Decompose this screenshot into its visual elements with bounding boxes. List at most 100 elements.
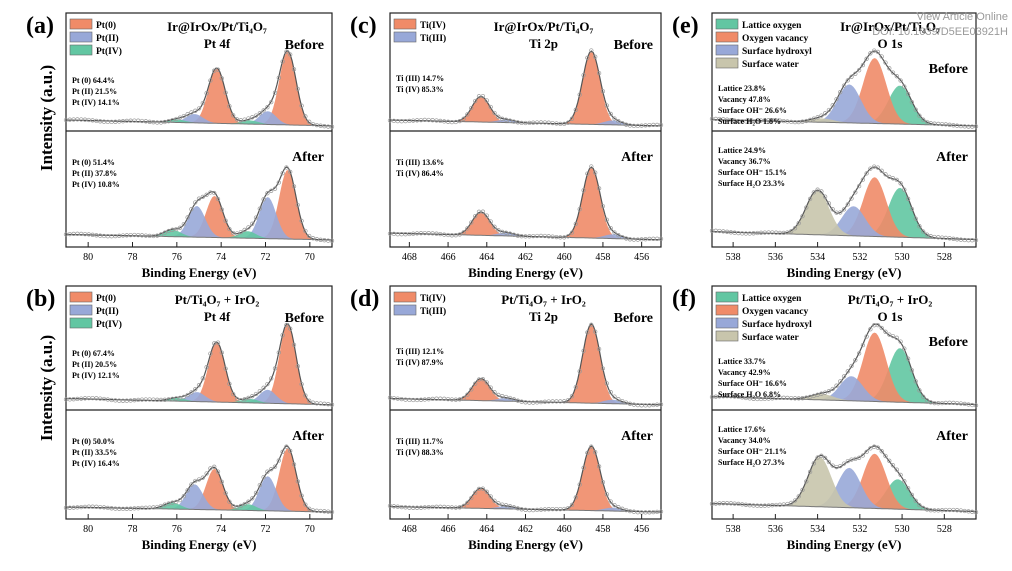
raw-point	[238, 397, 243, 403]
raw-point	[596, 464, 602, 469]
raw-point	[860, 453, 866, 458]
raw-point	[215, 67, 221, 72]
raw-point	[257, 206, 262, 211]
raw-point	[841, 83, 847, 88]
raw-point	[569, 230, 575, 235]
raw-point	[280, 333, 285, 338]
x-tick-label: 530	[895, 252, 910, 263]
raw-point	[208, 351, 213, 356]
legend-entry: Ti(IV)	[420, 20, 446, 31]
before-annotation: Ti (IV) 87.9%	[396, 358, 444, 367]
before-label: Before	[614, 311, 653, 326]
raw-point	[307, 233, 312, 239]
component-peak-2-before-3	[712, 118, 976, 126]
raw-point	[894, 467, 899, 472]
legend-entry: Pt(IV)	[96, 319, 122, 330]
raw-point	[589, 164, 594, 169]
raw-point	[898, 78, 903, 83]
raw-point	[565, 120, 571, 125]
component-peak-3-before-0	[66, 324, 332, 405]
raw-point	[796, 494, 801, 499]
raw-point	[480, 209, 486, 214]
raw-point	[250, 221, 255, 226]
raw-point	[856, 68, 862, 73]
raw-point	[830, 463, 835, 468]
raw-point	[162, 230, 167, 235]
after-annotation: Pt (IV) 16.4%	[72, 459, 120, 468]
x-tick-label: 72	[261, 252, 271, 263]
raw-point	[469, 387, 474, 392]
raw-point	[461, 230, 466, 235]
raw-point	[887, 332, 892, 337]
raw-point	[166, 501, 171, 506]
raw-point	[284, 322, 289, 328]
raw-point	[238, 503, 243, 509]
raw-point	[457, 232, 462, 237]
raw-point	[174, 499, 179, 505]
after-annotation: Pt (IV) 10.8%	[72, 180, 120, 189]
raw-point	[242, 117, 247, 122]
raw-point	[565, 397, 571, 403]
raw-point	[158, 503, 164, 509]
panel-subtitle: Pt 4f	[204, 309, 231, 324]
legend-swatch	[393, 18, 417, 30]
raw-point	[562, 121, 567, 127]
plot-frame	[711, 12, 977, 248]
component-peak-2-after-0	[712, 188, 976, 240]
raw-point	[395, 396, 400, 401]
raw-point	[227, 226, 232, 232]
legend-swatch	[69, 31, 93, 43]
raw-point	[875, 49, 881, 55]
raw-point	[215, 196, 221, 202]
component-peak-3-after-1	[66, 476, 332, 513]
raw-point	[253, 113, 259, 118]
before-annotation: Lattice 23.8%	[718, 84, 766, 93]
raw-point	[166, 228, 171, 234]
raw-point	[804, 118, 809, 124]
raw-point	[845, 202, 850, 207]
raw-point	[811, 461, 816, 466]
raw-point	[438, 231, 443, 237]
raw-point	[822, 455, 828, 461]
raw-point	[272, 366, 278, 371]
legend-entry: Lattice oxygen	[742, 294, 802, 304]
raw-point	[280, 449, 285, 454]
panel-title: Ir@IrOx/Pt/Ti₄O₇	[494, 19, 594, 34]
panel-c: (c) Ti(IV) Ti(III) Ir@IrOx/Pt/Ti₄O₇ Ti 2p Bef…	[350, 12, 664, 280]
raw-point	[921, 117, 926, 122]
x-axis-label: Binding Energy (eV)	[468, 537, 583, 552]
raw-point	[819, 391, 824, 396]
raw-point	[838, 463, 843, 469]
raw-point	[299, 493, 304, 498]
raw-point	[917, 388, 922, 393]
before-label: Before	[929, 62, 968, 77]
raw-point	[261, 385, 266, 390]
raw-point	[616, 119, 621, 124]
raw-point	[585, 450, 590, 456]
raw-point	[890, 176, 896, 181]
raw-point	[826, 201, 832, 206]
raw-point	[868, 166, 873, 171]
raw-point	[581, 465, 586, 470]
component-peak-3-before-1	[66, 389, 332, 405]
raw-point	[310, 236, 316, 241]
raw-point	[177, 115, 183, 120]
raw-point	[804, 395, 809, 400]
component-peak-0-after-1	[66, 197, 332, 240]
x-tick-label: 532	[852, 524, 867, 535]
raw-point	[604, 492, 609, 497]
panel-label: (e)	[672, 13, 699, 39]
x-tick-label: 536	[768, 524, 783, 535]
raw-point	[830, 386, 835, 392]
raw-data-4-after	[387, 444, 664, 515]
raw-point	[596, 186, 602, 191]
raw-point	[849, 196, 854, 201]
raw-point	[185, 488, 190, 493]
raw-point	[658, 122, 664, 128]
x-tick-label: 462	[518, 524, 533, 535]
raw-point	[185, 112, 190, 117]
raw-point	[488, 104, 493, 110]
raw-point	[234, 117, 240, 122]
raw-point	[807, 196, 813, 202]
raw-point	[189, 390, 194, 395]
